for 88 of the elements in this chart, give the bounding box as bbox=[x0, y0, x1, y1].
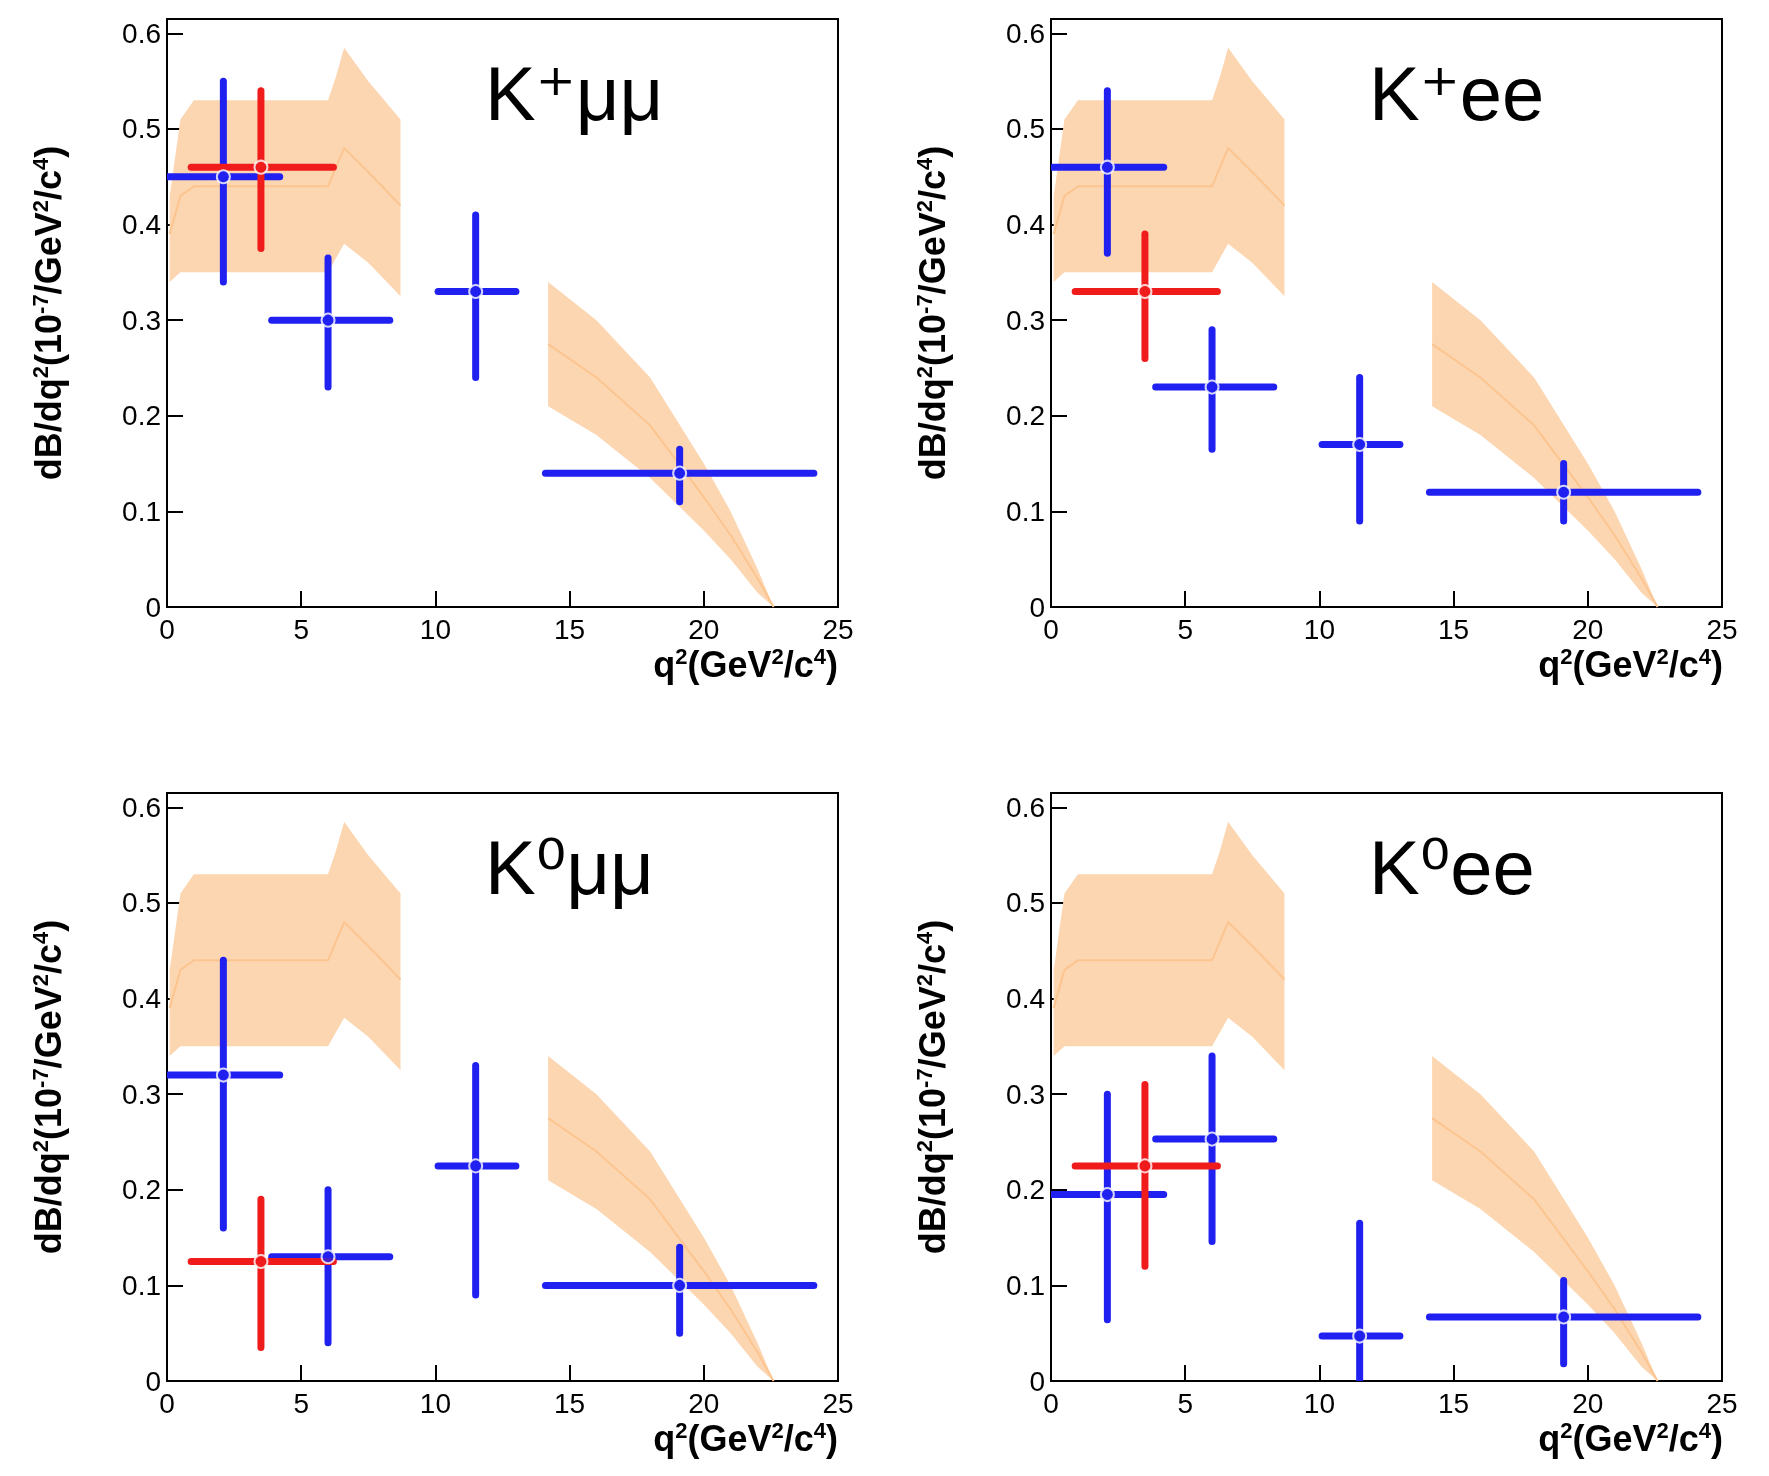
y-tick-label: 0.5 bbox=[122, 887, 161, 919]
y-tick-label: 0.5 bbox=[122, 113, 161, 145]
point bbox=[1352, 1328, 1368, 1344]
point bbox=[1204, 379, 1220, 395]
y-tick-label: 0 bbox=[145, 591, 161, 623]
y-tick-label: 0.6 bbox=[1006, 17, 1045, 49]
line-series bbox=[1052, 147, 1286, 236]
point bbox=[1352, 436, 1368, 452]
y-tick-label: 0.6 bbox=[122, 791, 161, 823]
x-axis-title: q$^{2}$(GeV$^{2}$/c$^{4}$) bbox=[653, 644, 838, 685]
x-tick-label: 15 bbox=[554, 1387, 586, 1419]
x-tick-label: 5 bbox=[293, 613, 309, 645]
chart-title: K⁺μμ bbox=[485, 50, 664, 136]
y-tick-label: 0.4 bbox=[1006, 983, 1045, 1015]
y-tick-label: 0 bbox=[145, 1365, 161, 1397]
x-tick-label: 20 bbox=[1572, 1387, 1604, 1419]
y-tick-label: 0.1 bbox=[122, 495, 161, 527]
x-tick-label: 25 bbox=[1706, 613, 1738, 645]
y-tick-label: 0.3 bbox=[122, 1078, 161, 1110]
x-tick-label: 5 bbox=[293, 1387, 309, 1419]
point bbox=[468, 1158, 484, 1174]
point bbox=[1137, 283, 1153, 299]
x-axis-title: q$^{2}$(GeV$^{2}$/c$^{4}$) bbox=[1538, 1418, 1723, 1459]
text: dB/dq2(10-7/GeV2/c4) bbox=[911, 919, 953, 1255]
point bbox=[672, 1277, 688, 1293]
y-tick-label: 0.1 bbox=[1006, 495, 1045, 527]
y-tick-label: 0.5 bbox=[1006, 887, 1045, 919]
x-tick-label: 10 bbox=[1303, 613, 1335, 645]
x-tick-label: 20 bbox=[688, 613, 720, 645]
point bbox=[468, 283, 484, 299]
y-tick-label: 0.3 bbox=[1006, 304, 1045, 336]
text: dB/dq2(10-7/GeV2/c4) bbox=[27, 145, 69, 481]
x-tick-label: 20 bbox=[1572, 613, 1604, 645]
x-tick-label: 10 bbox=[419, 1387, 451, 1419]
point bbox=[1137, 1158, 1153, 1174]
point bbox=[1204, 1131, 1220, 1147]
chart-title: K⁰μμ bbox=[485, 824, 654, 910]
line-series bbox=[168, 921, 402, 1010]
point bbox=[1556, 1309, 1572, 1325]
x-tick-label: 10 bbox=[419, 613, 451, 645]
x-tick-label: 15 bbox=[1438, 1387, 1470, 1419]
point bbox=[1556, 484, 1572, 500]
point bbox=[215, 1067, 231, 1083]
y-tick-label: 0.5 bbox=[1006, 113, 1045, 145]
y-tick-label: 0.6 bbox=[122, 17, 161, 49]
chart-title: K⁰ee bbox=[1369, 824, 1535, 910]
line-series bbox=[1431, 343, 1659, 608]
x-axis-title: q$^{2}$(GeV$^{2}$/c$^{4}$) bbox=[653, 1418, 838, 1459]
x-tick-label: 15 bbox=[554, 613, 586, 645]
y-tick-label: 0 bbox=[1029, 1365, 1045, 1397]
x-tick-label: 25 bbox=[1706, 1387, 1738, 1419]
y-tick-label: 0 bbox=[1029, 591, 1045, 623]
text: dB/dq2(10-7/GeV2/c4) bbox=[27, 919, 69, 1255]
y-tick-label: 0.2 bbox=[1006, 1174, 1045, 1206]
chart-title: K⁺ee bbox=[1369, 50, 1545, 136]
line-series bbox=[1431, 1117, 1659, 1382]
line-series bbox=[1052, 921, 1286, 1010]
point bbox=[672, 465, 688, 481]
x-tick-label: 5 bbox=[1177, 1387, 1193, 1419]
x-tick-label: 20 bbox=[688, 1387, 720, 1419]
x-axis-title: q$^{2}$(GeV$^{2}$/c$^{4}$) bbox=[1538, 644, 1723, 685]
point bbox=[320, 312, 336, 328]
x-tick-label: 25 bbox=[822, 613, 854, 645]
y-tick-label: 0.4 bbox=[122, 209, 161, 241]
y-tick-label: 0.3 bbox=[1006, 1078, 1045, 1110]
point bbox=[1099, 1187, 1115, 1203]
x-tick-label: 5 bbox=[1177, 613, 1193, 645]
y-tick-label: 0.1 bbox=[122, 1269, 161, 1301]
y-tick-label: 0.4 bbox=[1006, 209, 1045, 241]
y-tick-label: 0.4 bbox=[122, 983, 161, 1015]
point bbox=[320, 1249, 336, 1265]
y-tick-label: 0.6 bbox=[1006, 791, 1045, 823]
point bbox=[253, 1253, 269, 1269]
point bbox=[253, 159, 269, 175]
point bbox=[1099, 159, 1115, 175]
x-tick-label: 15 bbox=[1438, 613, 1470, 645]
y-tick-label: 0.2 bbox=[1006, 400, 1045, 432]
text: dB/dq2(10-7/GeV2/c4) bbox=[911, 145, 953, 481]
x-tick-label: 10 bbox=[1303, 1387, 1335, 1419]
line-series bbox=[168, 147, 402, 236]
y-tick-label: 0.2 bbox=[122, 400, 161, 432]
x-tick-label: 25 bbox=[822, 1387, 854, 1419]
y-tick-label: 0.1 bbox=[1006, 1269, 1045, 1301]
line-series bbox=[547, 343, 775, 608]
y-tick-label: 0.2 bbox=[122, 1174, 161, 1206]
y-tick-label: 0.3 bbox=[122, 304, 161, 336]
line-series bbox=[547, 1117, 775, 1382]
point bbox=[215, 169, 231, 185]
